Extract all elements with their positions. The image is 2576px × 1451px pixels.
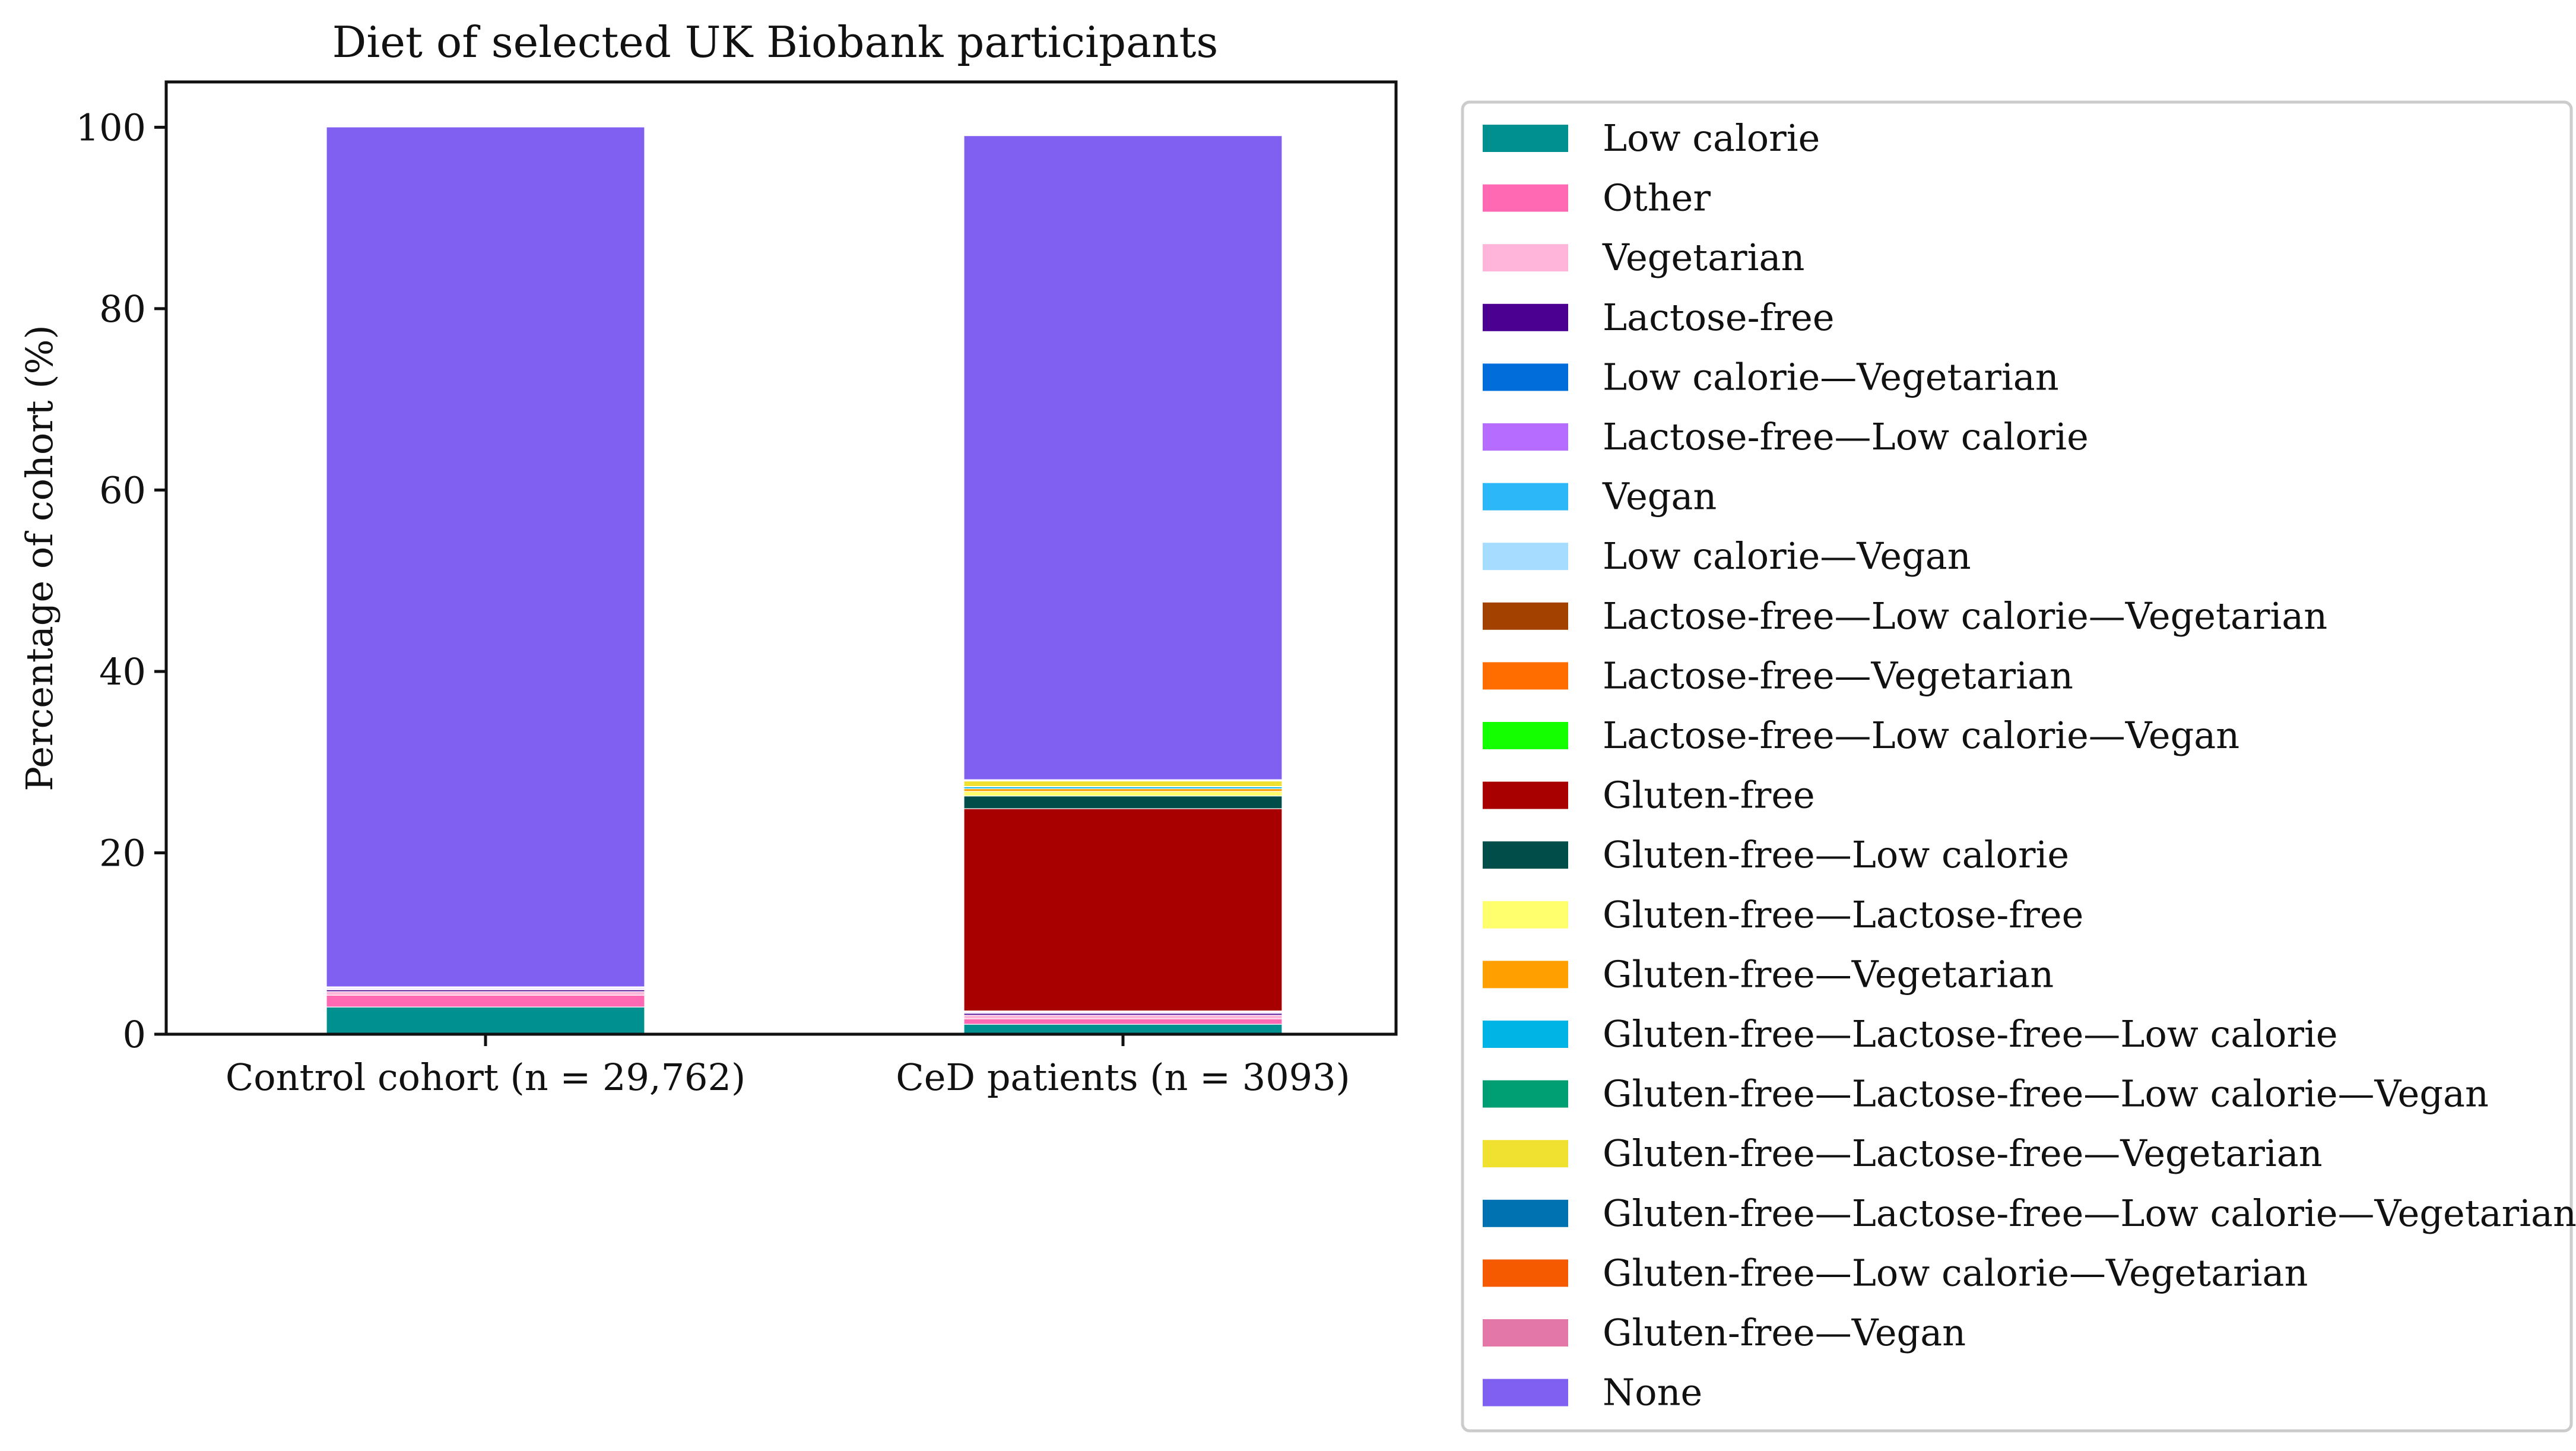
legend-label: Lactose-free	[1603, 296, 1835, 339]
legend-swatch	[1483, 1021, 1568, 1048]
legend-swatch	[1483, 841, 1568, 869]
legend-swatch	[1483, 662, 1568, 690]
legend-label: None	[1603, 1371, 1702, 1414]
legend-swatch	[1483, 483, 1568, 511]
legend-frame	[1461, 100, 2573, 1433]
y-axis-label: Percentage of cohort (%)	[18, 325, 61, 791]
legend-swatch	[1483, 543, 1568, 571]
x-tick-label: Control cohort (n = 29,762)	[226, 1056, 745, 1099]
legend-swatch	[1483, 184, 1568, 212]
legend-label: Gluten-free—Lactose-free—Low calorie—Veg…	[1603, 1192, 2576, 1235]
legend-label: Lactose-free—Low calorie—Vegan	[1603, 714, 2239, 757]
bar-segment	[963, 1015, 1283, 1019]
y-tick-label: 100	[76, 106, 146, 149]
bar-segment	[963, 796, 1283, 809]
bar-segment	[326, 994, 645, 1008]
legend-label: Vegan	[1602, 475, 1717, 518]
legend-swatch	[1483, 244, 1568, 272]
legend-swatch	[1483, 303, 1568, 331]
y-tick-label: 80	[99, 287, 146, 331]
legend-label: Gluten-free—Lactose-free—Low calorie	[1603, 1012, 2338, 1056]
bar-segment	[963, 780, 1283, 787]
legend-swatch	[1483, 1379, 1568, 1406]
x-tick-label: CeD patients (n = 3093)	[896, 1056, 1350, 1099]
legend-label: Low calorie—Vegetarian	[1603, 355, 2059, 398]
legend-label: Low calorie	[1603, 116, 1820, 160]
x-axis: Control cohort (n = 29,762) CeD patients …	[226, 1034, 1350, 1099]
bar-segment	[326, 1006, 645, 1035]
legend-label: Lactose-free—Vegetarian	[1603, 654, 2073, 697]
bar-segment	[963, 791, 1283, 797]
y-axis: 0 20 40 60 80 100	[76, 106, 166, 1056]
legend-swatch	[1483, 1259, 1568, 1287]
chart-title: Diet of selected UK Biobank participants	[332, 17, 1219, 67]
legend-swatch	[1483, 363, 1568, 391]
legend-swatch	[1483, 125, 1568, 152]
y-tick-label: 20	[99, 831, 146, 875]
bar-segment	[963, 808, 1283, 1012]
plot-frame	[164, 80, 1398, 1036]
legend-label: Gluten-free—Lactose-free—Vegetarian	[1603, 1132, 2323, 1175]
legend-label: Lactose-free—Low calorie	[1603, 415, 2089, 458]
legend-items: Low calorie Other Vegetarian Lactose-free Lo…	[1483, 116, 2576, 1414]
legend-swatch	[1483, 781, 1568, 809]
bar-segment	[963, 788, 1283, 792]
legend-label: Other	[1603, 176, 1711, 220]
y-tick-label: 40	[99, 650, 146, 693]
legend-swatch	[1483, 1080, 1568, 1108]
legend-swatch	[1483, 1319, 1568, 1347]
legend-label: Gluten-free—Vegan	[1603, 1311, 1966, 1354]
legend-label: Lactose-free—Low calorie—Vegetarian	[1603, 594, 2327, 638]
legend-label: Gluten-free—Vegetarian	[1603, 952, 2054, 996]
legend-swatch	[1483, 1140, 1568, 1168]
legend-swatch	[1483, 1199, 1568, 1227]
legend-swatch	[1483, 423, 1568, 451]
legend-label: Gluten-free—Low calorie—Vegetarian	[1603, 1251, 2308, 1294]
legend: Low calorie Other Vegetarian Lactose-free Lo…	[1461, 100, 2576, 1433]
bar-segment	[963, 1018, 1283, 1025]
legend-swatch	[1483, 901, 1568, 929]
legend-label: Gluten-free	[1603, 774, 1815, 817]
y-tick-label: 60	[99, 468, 146, 512]
legend-label: Gluten-free—Lactose-free	[1603, 893, 2083, 936]
legend-label: Gluten-free—Lactose-free—Low calorie—Veg…	[1603, 1072, 2489, 1116]
bar-segment	[963, 135, 1283, 780]
y-tick-label: 0	[123, 1013, 146, 1056]
legend-swatch	[1483, 602, 1568, 630]
bar-segment	[326, 126, 645, 987]
legend-swatch	[1483, 722, 1568, 749]
legend-label: Low calorie—Vegan	[1603, 534, 1971, 578]
legend-label: Gluten-free—Low calorie	[1603, 833, 2069, 876]
legend-label: Vegetarian	[1602, 236, 1804, 279]
bar-stack-group	[326, 126, 1283, 1035]
bar-segment	[963, 1024, 1283, 1035]
legend-swatch	[1483, 961, 1568, 989]
bar-segment	[326, 991, 645, 996]
